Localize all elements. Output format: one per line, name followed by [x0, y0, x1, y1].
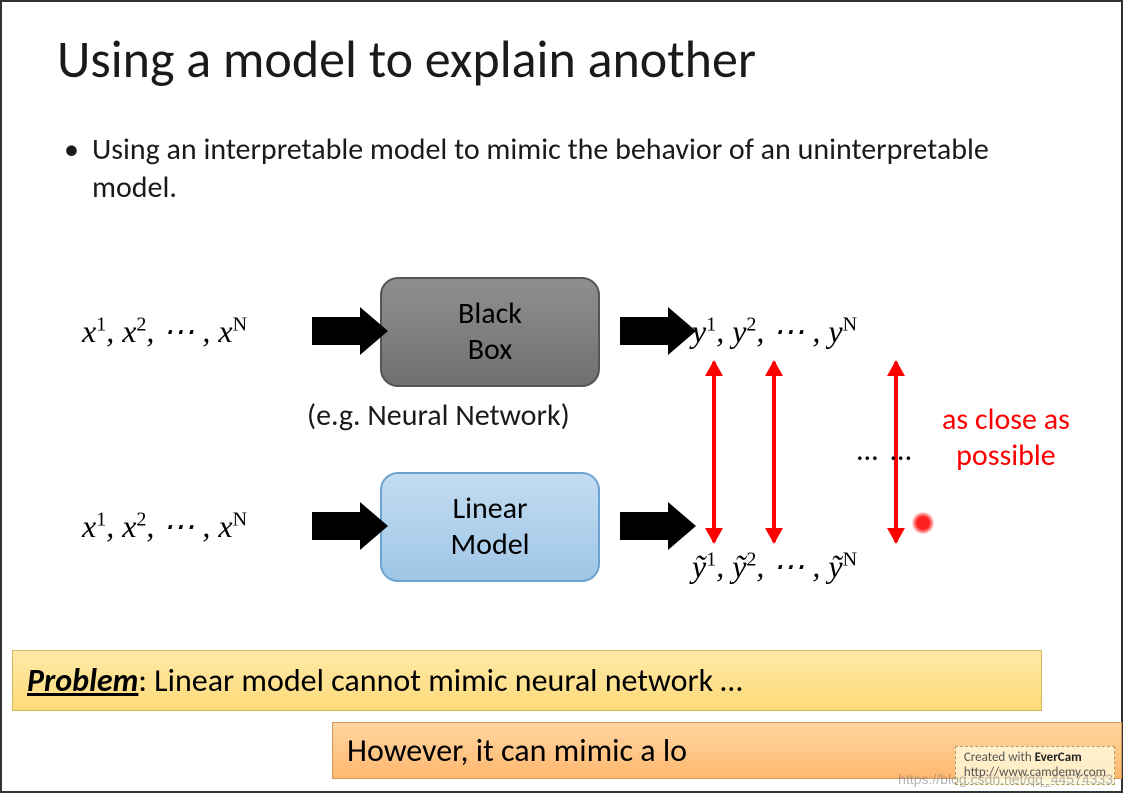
red-double-arrow	[772, 362, 776, 542]
subtitle: (e.g. Neural Network)	[307, 397, 570, 434]
arrow-head-icon	[360, 307, 388, 355]
black-box: BlackBox	[380, 277, 600, 387]
arrow-head-icon	[360, 502, 388, 550]
as-close-label: as close aspossible	[942, 402, 1070, 474]
arrow-head-icon	[668, 502, 696, 550]
bullet-text: Using an interpretable model to mimic th…	[2, 91, 1121, 206]
output-ytilde: ỹ1, ỹ2, ⋯ , ỹN	[692, 547, 857, 585]
laser-pointer-icon	[912, 512, 934, 534]
arrow-right-icon	[312, 512, 360, 540]
problem-text: : Linear model cannot mimic neural netwo…	[138, 661, 742, 700]
input-expr: x1, x2, ⋯ , xN	[82, 312, 247, 350]
problem-label: Problem	[27, 661, 138, 700]
csdn-watermark: https://blog.csdn.net/qq_44574333	[898, 771, 1113, 787]
arrow-right-icon	[312, 317, 360, 345]
linear-model-box: LinearModel	[380, 472, 600, 582]
arrow-right-icon	[620, 512, 668, 540]
arrow-head-icon	[668, 307, 696, 355]
output-y: y1, y2, ⋯ , yN	[692, 312, 857, 350]
problem-banner: Problem: Linear model cannot mimic neura…	[12, 650, 1042, 711]
slide-title: Using a model to explain another	[2, 2, 1121, 91]
red-double-arrow	[712, 362, 716, 542]
ellipsis: … …	[857, 432, 914, 469]
input-expr: x1, x2, ⋯ , xN	[82, 507, 247, 545]
arrow-right-icon	[620, 317, 668, 345]
